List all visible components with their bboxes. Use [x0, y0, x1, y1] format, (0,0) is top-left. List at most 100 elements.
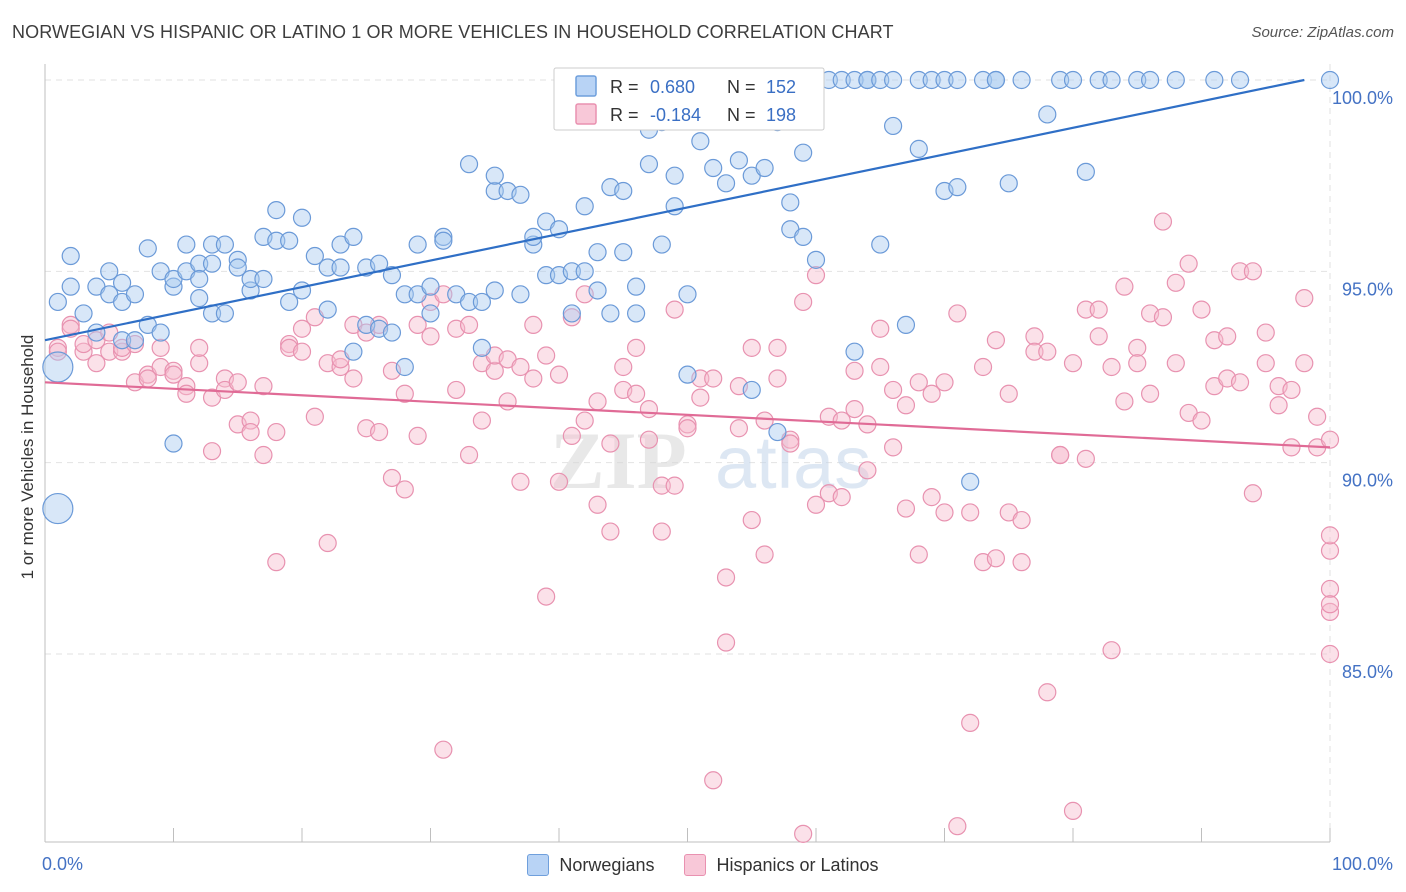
data-point-hispanics: [794, 824, 813, 843]
data-point-hispanics: [254, 377, 273, 396]
data-point-hispanics: [1320, 644, 1340, 664]
data-point-norwegians: [639, 155, 659, 174]
data-point-hispanics: [1128, 338, 1147, 357]
data-point-hispanics: [1025, 342, 1044, 361]
data-point-hispanics: [845, 361, 864, 380]
data-point-hispanics: [1063, 801, 1083, 820]
data-point-norwegians: [768, 422, 787, 442]
data-point-hispanics: [1192, 411, 1211, 430]
data-point-norwegians: [1140, 70, 1160, 90]
y-tick-label: 85.0%: [1342, 662, 1393, 682]
data-point-hispanics: [883, 438, 903, 457]
data-point-norwegians: [202, 235, 222, 254]
data-point-hispanics: [241, 422, 260, 442]
data-point-hispanics: [626, 338, 646, 357]
data-point-hispanics: [190, 354, 209, 373]
data-point-hispanics: [1115, 277, 1134, 296]
data-point-norwegians: [228, 258, 247, 277]
data-point-norwegians: [459, 155, 479, 174]
data-point-norwegians: [1205, 70, 1224, 90]
data-point-hispanics: [871, 357, 890, 377]
data-point-norwegians: [485, 166, 504, 185]
data-point-hispanics: [781, 434, 800, 453]
data-point-hispanics: [961, 713, 980, 732]
legend-label: Norwegians: [559, 854, 655, 875]
data-point-norwegians: [665, 166, 684, 185]
data-point-hispanics: [267, 422, 286, 442]
data-point-hispanics: [202, 442, 222, 461]
data-point-norwegians: [459, 292, 479, 312]
data-point-hispanics: [845, 399, 864, 419]
data-point-norwegians: [1166, 70, 1185, 90]
data-point-norwegians: [382, 323, 402, 342]
y-tick-label: 100.0%: [1332, 88, 1393, 108]
data-point-hispanics: [575, 411, 594, 430]
data-point-norwegians: [228, 250, 247, 269]
data-point-hispanics: [691, 388, 710, 407]
data-point-hispanics: [1320, 579, 1340, 599]
data-point-hispanics: [601, 522, 620, 541]
data-point-hispanics: [524, 369, 543, 388]
data-point-norwegians: [678, 365, 697, 384]
data-point-norwegians: [755, 158, 774, 178]
data-point-hispanics: [716, 633, 736, 652]
data-point-hispanics: [524, 315, 543, 335]
data-point-hispanics: [537, 587, 556, 606]
data-point-hispanics: [716, 568, 736, 587]
legend-swatch-pink: [684, 854, 707, 876]
data-point-hispanics: [652, 476, 671, 495]
data-point-hispanics: [1076, 449, 1095, 468]
data-point-hispanics: [511, 357, 530, 377]
data-point-norwegians: [215, 304, 234, 323]
data-point-norwegians: [1128, 70, 1147, 90]
data-point-hispanics: [1320, 526, 1340, 545]
y-tick-label: 95.0%: [1342, 279, 1393, 299]
data-point-norwegians: [344, 342, 363, 361]
legend-item-hispanics[interactable]: Hispanics or Latinos: [684, 854, 879, 876]
data-point-hispanics: [832, 411, 851, 430]
data-point-hispanics: [1230, 262, 1250, 281]
data-point-norwegians: [652, 235, 671, 254]
data-point-hispanics: [1102, 641, 1121, 660]
data-point-hispanics: [1153, 308, 1173, 327]
data-point-norwegians: [280, 231, 299, 250]
data-point-norwegians: [935, 70, 954, 90]
data-point-norwegians: [883, 116, 903, 136]
data-point-hispanics: [408, 315, 427, 335]
data-point-norwegians: [871, 70, 890, 90]
data-point-hispanics: [729, 419, 749, 438]
data-point-hispanics: [1256, 323, 1275, 342]
data-point-norwegians: [164, 277, 183, 296]
watermark: ZIP atlas: [550, 415, 871, 506]
stats-swatch-pink: [575, 103, 597, 125]
data-point-norwegians: [562, 262, 581, 281]
data-point-norwegians: [614, 243, 633, 262]
data-point-hispanics: [883, 380, 903, 400]
data-point-norwegians: [344, 227, 363, 246]
data-point-hispanics: [434, 740, 453, 759]
data-point-norwegians: [1320, 70, 1340, 90]
series-hispanics-points: [48, 212, 1340, 843]
data-point-hispanics: [537, 346, 556, 365]
data-point-norwegians: [61, 277, 80, 296]
data-point-hispanics: [61, 315, 80, 335]
data-point-hispanics: [87, 354, 106, 373]
data-point-hispanics: [909, 545, 928, 564]
data-point-hispanics: [228, 373, 247, 392]
data-point-norwegians: [961, 472, 980, 491]
data-point-norwegians: [678, 285, 697, 304]
data-point-norwegians: [871, 235, 890, 254]
data-point-norwegians: [190, 269, 209, 289]
legend-item-norwegians[interactable]: Norwegians: [527, 854, 654, 876]
data-point-norwegians: [883, 70, 903, 90]
data-point-hispanics: [1282, 438, 1301, 457]
data-point-norwegians: [794, 227, 813, 246]
data-point-hispanics: [948, 304, 967, 323]
data-point-norwegians: [704, 158, 723, 178]
data-point-norwegians: [1102, 70, 1121, 90]
data-point-hispanics: [1140, 384, 1160, 403]
data-point-norwegians: [318, 258, 337, 277]
data-point-norwegians: [485, 281, 504, 300]
data-point-hispanics: [806, 266, 826, 285]
